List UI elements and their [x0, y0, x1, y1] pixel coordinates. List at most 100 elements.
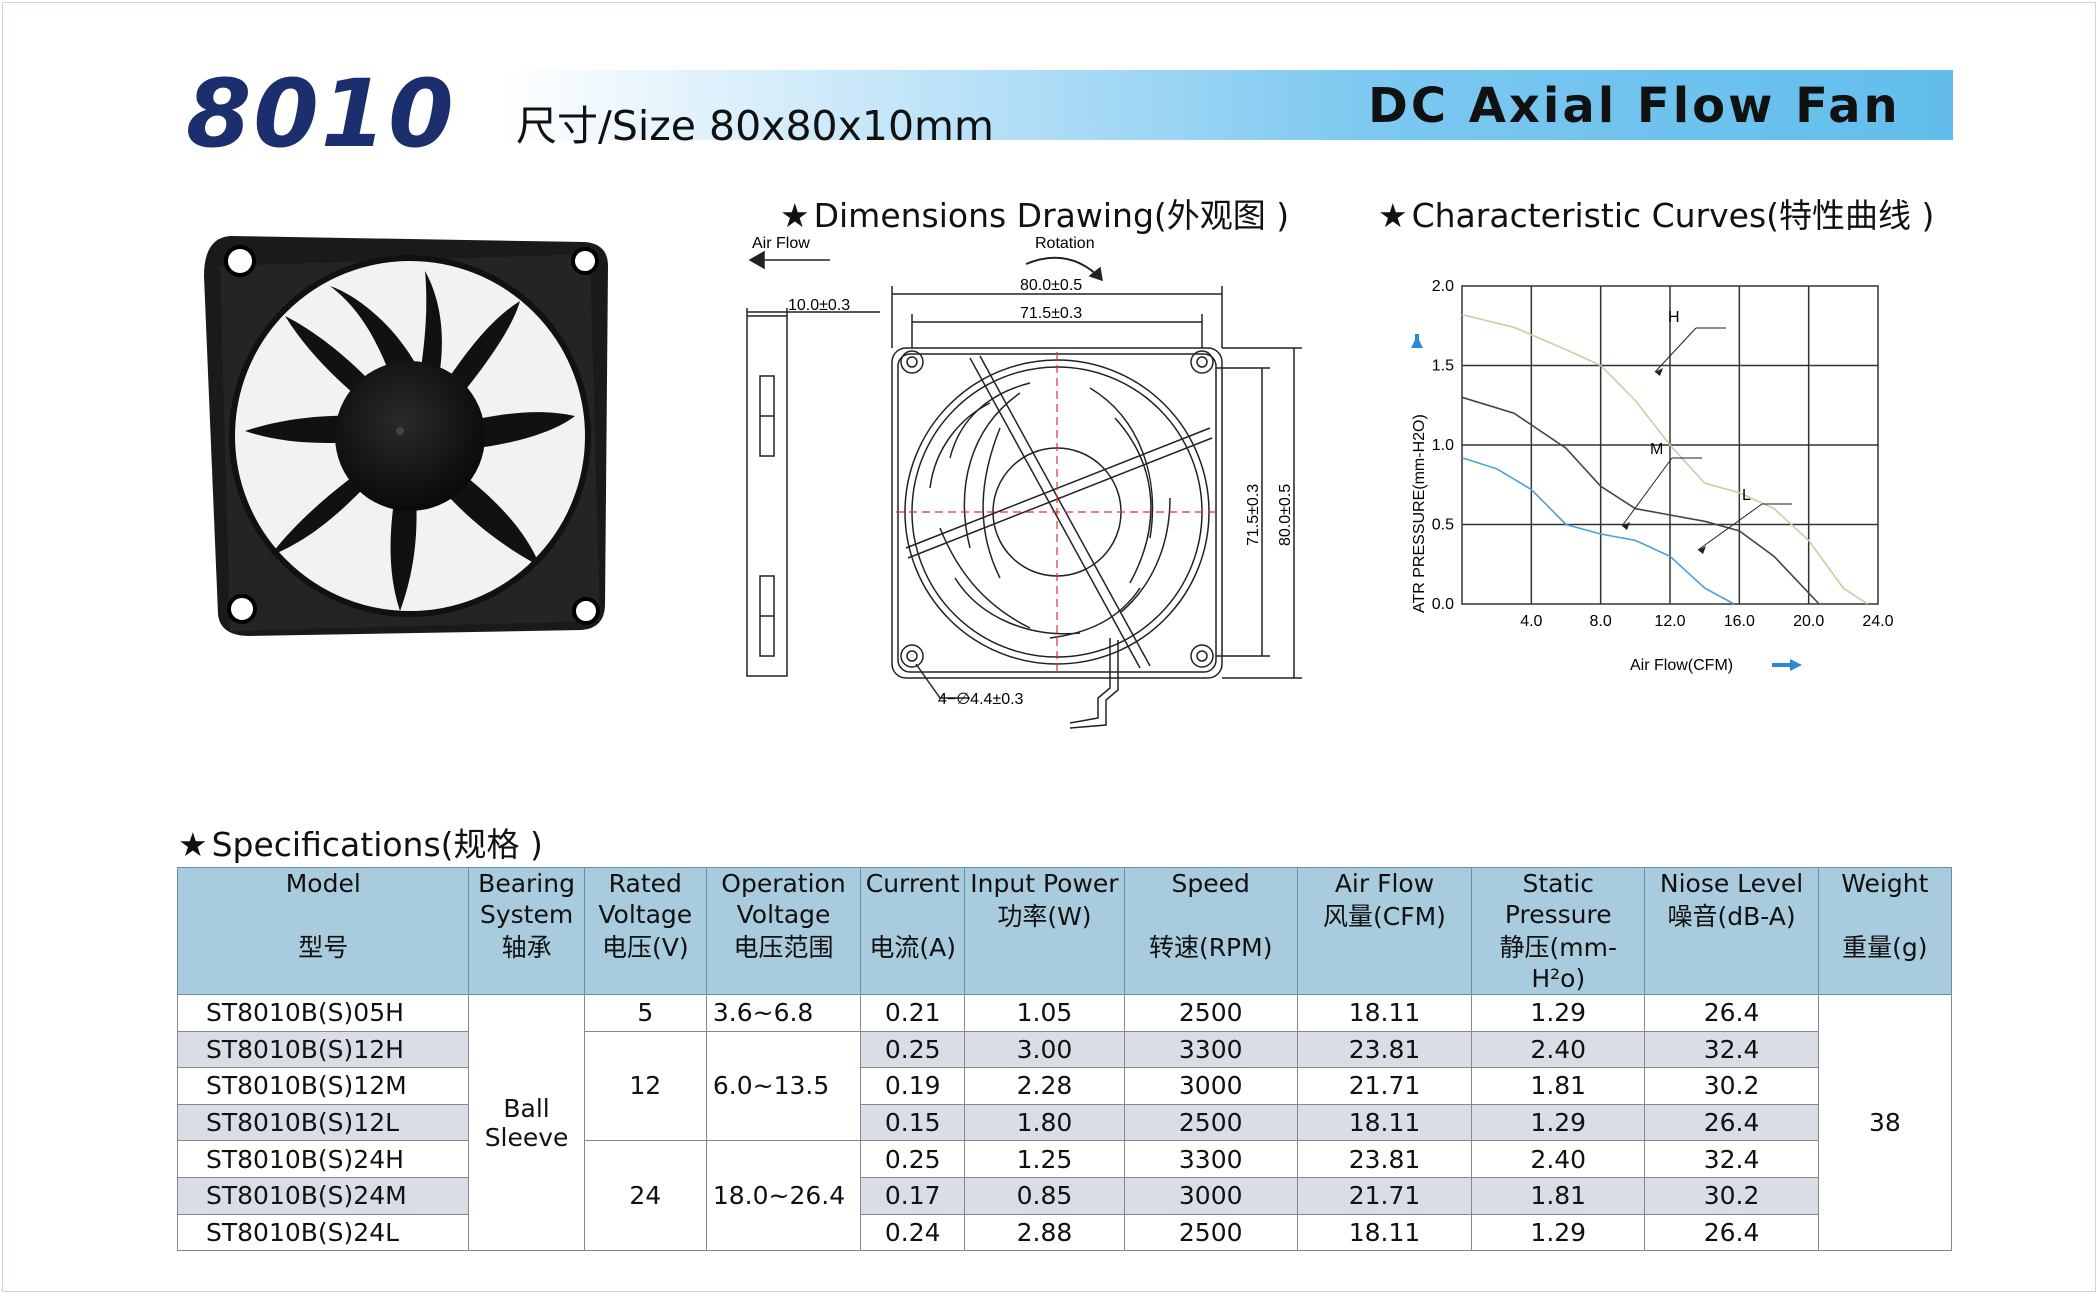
power-cell: 1.25: [964, 1140, 1125, 1178]
specs-header-cell: Bearing System 轴承: [468, 867, 585, 995]
chart-series-leader-arrow: [1622, 522, 1630, 530]
specs-header-en: Static Pressure: [1504, 869, 1612, 929]
bearing-line: Ball: [503, 1093, 550, 1123]
dimensions-heading: ★ Dimensions Drawing(外观图 ): [780, 189, 1289, 237]
power-cell: 0.85: [964, 1176, 1125, 1215]
speed-cell: 2500: [1123, 1213, 1298, 1252]
chart-series-leader: [1654, 327, 1697, 373]
specs-header-cell: Model 型号: [176, 867, 470, 995]
speed-cell: 3300: [1123, 1030, 1298, 1069]
chart-series-line-L: [1461, 456, 1735, 605]
specs-table: Model 型号 Bearing System 轴承 Rated Voltage 电压(V…: [176, 867, 1953, 1252]
specs-header-row: Model 型号 Bearing System 轴承 Rated Voltage 电压(V…: [176, 867, 1953, 995]
chart-series-leader: [1621, 457, 1673, 527]
specs-header-en: Model: [285, 869, 361, 898]
model-code: 8010: [186, 60, 456, 169]
fan-photo: [204, 236, 608, 636]
bearing-cell: Ball Sleeve: [468, 993, 585, 1252]
specs-header-en: Rated Voltage: [598, 869, 693, 929]
speed-cell: 3000: [1123, 1067, 1298, 1105]
weight-cell: 38: [1817, 993, 1953, 1252]
noise-cell: 26.4: [1644, 994, 1819, 1032]
specs-header-cn: 风量(CFM): [1323, 902, 1446, 931]
pressure-cell: 1.81: [1471, 1176, 1646, 1215]
chart-series-label: M: [1650, 441, 1663, 458]
model-cell: ST8010B(S)12L: [176, 1103, 470, 1142]
pressure-cell: 1.29: [1471, 1103, 1646, 1142]
product-title: DC Axial Flow Fan: [1368, 78, 1901, 134]
specs-header-en: Operation Voltage: [721, 869, 846, 929]
pressure-cell: 1.81: [1471, 1067, 1646, 1105]
table-row: ST8010B(S)12L 0.15 1.80 2500 18.11 1.29 26.4: [176, 1103, 1952, 1142]
table-row: ST8010B(S)05H Ball Sleeve 5 3.6~6.8 0.21 1.05 2…: [176, 993, 1953, 1252]
noise-cell: 32.4: [1644, 1140, 1819, 1178]
chart-x-tick-label: 20.0: [1793, 613, 1824, 630]
header-band: [498, 70, 1953, 140]
specs-header-cn: 电压(V): [601, 933, 689, 962]
specs-header-cn: 静压(mm-H²o): [1499, 933, 1617, 993]
chart-series-label: H: [1668, 309, 1680, 326]
current-cell: 0.21: [860, 994, 966, 1032]
noise-cell: 26.4: [1644, 1103, 1819, 1142]
star-icon: ★: [1378, 196, 1408, 235]
table-row: ST8010B(S)24M 0.17 0.85 3000 21.71 1.81 30.2: [176, 1176, 1952, 1215]
chart-series-labels: H M L: [1621, 309, 1792, 554]
model-cell: ST8010B(S)12H: [176, 1030, 470, 1069]
specs-header-cell: Static Pressure 静压(mm-H²o): [1471, 867, 1646, 995]
bearing-line: Sleeve: [484, 1122, 569, 1152]
size-label: 尺寸/Size 80x80x10mm: [516, 102, 994, 150]
table-row: ST8010B(S)24H 24 18.0~26.4 0.25 1.25 3300 23.8…: [176, 1140, 1952, 1252]
airflow-cell: 21.71: [1296, 1176, 1473, 1215]
pressure-cell: 1.29: [1471, 1213, 1646, 1252]
pressure-cell: 2.40: [1471, 1140, 1646, 1178]
hole-spacing-vertical-label: 71.5±0.3: [1245, 484, 1262, 546]
specs-header-cn: 功率(W): [997, 902, 1092, 931]
specs-header-cn: 电压范围: [733, 933, 834, 962]
current-cell: 0.25: [860, 1140, 966, 1178]
x-axis-arrow-icon: [1790, 659, 1802, 671]
power-cell: 3.00: [964, 1030, 1125, 1069]
rated-voltage-cell: 24: [583, 1140, 707, 1252]
specs-header-cell: Input Power 功率(W): [964, 867, 1125, 995]
chart-series-label: L: [1742, 487, 1751, 504]
current-cell: 0.19: [860, 1067, 966, 1105]
specs-header-cn: 转速(RPM): [1148, 933, 1273, 962]
power-cell: 1.05: [964, 994, 1125, 1032]
noise-cell: 30.2: [1644, 1067, 1819, 1105]
airflow-cell: 18.11: [1296, 994, 1473, 1032]
rotation-label: Rotation: [1035, 235, 1095, 252]
specs-header-cell: Weight 重量(g): [1817, 867, 1953, 995]
chart-y-axis-label: ATR PRESSURE(mm-H2O): [1411, 414, 1428, 613]
characteristic-chart: 4.0 8.0 12.0 16.0 20.0 24.0 0.0 0.5 1.0 1.5 2.0 H M…: [1411, 278, 1894, 674]
specs-header-cell: Speed 转速(RPM): [1123, 867, 1298, 995]
airflow-cell: 23.81: [1296, 1140, 1473, 1178]
curves-heading-text: Characteristic Curves(特性曲线 ): [1411, 196, 1935, 235]
pressure-cell: 2.40: [1471, 1030, 1646, 1069]
specs-heading-text: Specifications(规格 ): [211, 825, 543, 864]
operation-voltage-cell: 6.0~13.5: [705, 1030, 862, 1142]
chart-y-tick-label: 2.0: [1432, 278, 1454, 295]
chart-ticks: 4.0 8.0 12.0 16.0 20.0 24.0 0.0 0.5 1.0 1.5 2.0: [1432, 278, 1894, 630]
specs-header-cn: 噪音(dB-A): [1667, 902, 1796, 931]
current-cell: 0.15: [860, 1103, 966, 1142]
chart-x-axis-label: Air Flow(CFM): [1630, 657, 1733, 674]
chart-y-tick-label: 1.0: [1432, 437, 1454, 454]
specs-header-cell: Niose Level 噪音(dB-A): [1644, 867, 1819, 995]
chart-series-line-M: [1461, 396, 1820, 605]
specs-header-cell: Current 电流(A): [860, 867, 966, 995]
chart-series: [1461, 313, 1869, 605]
table-row: ST8010B(S)12M 0.19 2.28 3000 21.71 1.81 30.2: [176, 1067, 1952, 1105]
specs-heading: ★ Specifications(规格 ): [178, 818, 543, 866]
specs-header-en: Air Flow: [1334, 869, 1435, 898]
operation-voltage-cell: 3.6~6.8: [705, 994, 862, 1032]
specs-header-en: Bearing System: [478, 869, 575, 929]
specs-header-en: Current: [865, 869, 960, 898]
chart-y-tick-label: 1.5: [1432, 358, 1454, 375]
chart-series-leader-arrow: [1698, 546, 1706, 554]
dimensions-heading-text: Dimensions Drawing(外观图 ): [813, 196, 1290, 235]
air-flow-label: Air Flow: [752, 235, 810, 252]
noise-cell: 32.4: [1644, 1030, 1819, 1069]
specs-header-cn: 型号: [298, 933, 349, 962]
specs-header-cell: Operation Voltage 电压范围: [705, 867, 862, 995]
specs-header-en: Speed: [1171, 869, 1250, 898]
